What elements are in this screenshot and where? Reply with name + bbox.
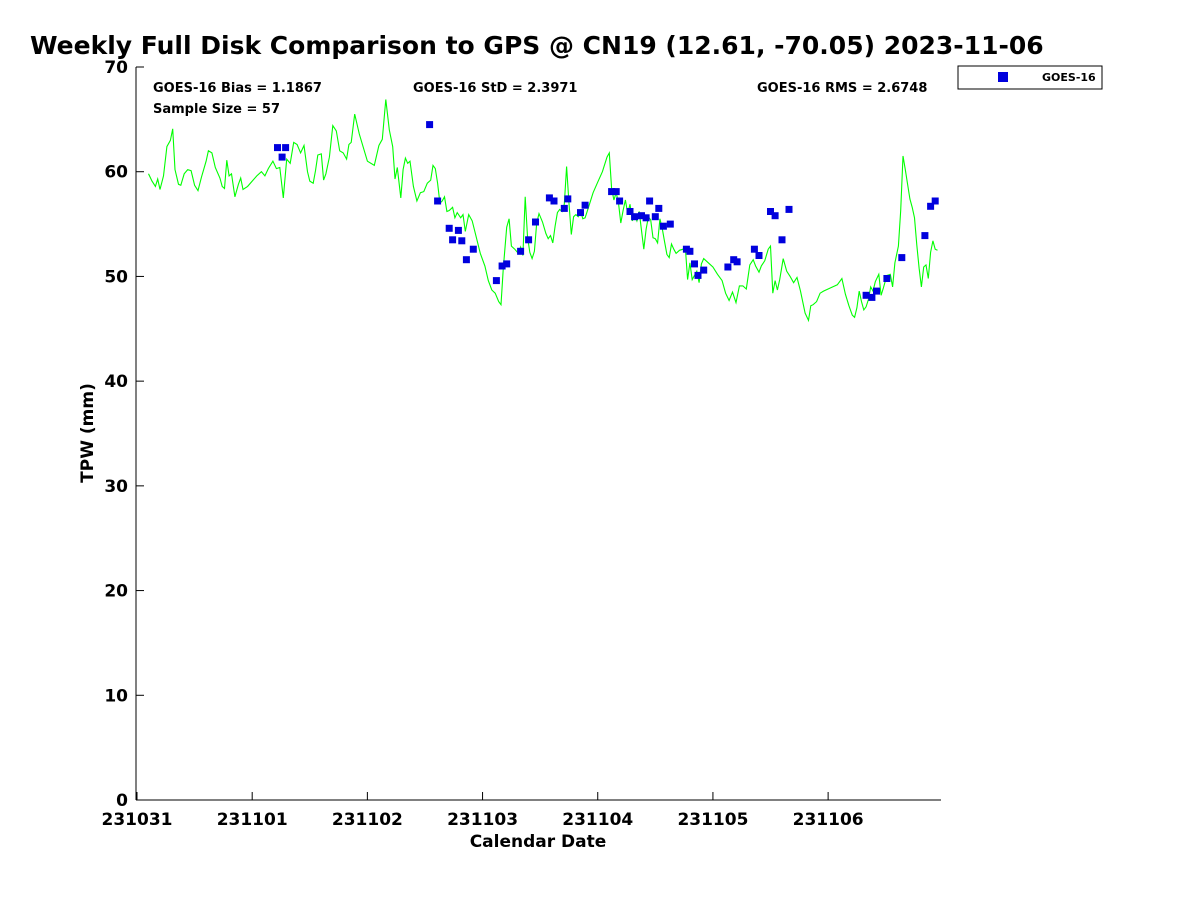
goes-16-point-37 — [691, 260, 698, 268]
goes-16-point-39 — [700, 266, 708, 274]
goes-16-point-14 — [517, 247, 525, 255]
x-tick-label-5: 231105 — [677, 810, 748, 830]
goes-16-point-45 — [767, 208, 774, 215]
goes-16-point-7 — [454, 226, 462, 234]
chart-title: Weekly Full Disk Comparison to GPS @ CN1… — [30, 31, 1044, 60]
goes-16-point-2 — [282, 144, 290, 152]
goes-16-point-5 — [445, 224, 453, 232]
goes-16-point-15 — [525, 236, 533, 244]
y-tick-label-1: 10 — [104, 686, 128, 706]
goes-16-point-52 — [883, 275, 891, 282]
goes-16-point-12 — [498, 262, 506, 270]
x-tick-label-1: 231101 — [217, 810, 288, 830]
y-tick-label-6: 60 — [104, 163, 128, 183]
goes-16-point-13 — [503, 260, 511, 268]
goes-16-point-27 — [631, 213, 639, 221]
goes-16-point-34 — [666, 220, 674, 228]
goes-16-point-30 — [646, 197, 654, 205]
x-tick-label-3: 231103 — [447, 810, 518, 830]
goes-16-point-25 — [616, 197, 624, 205]
legend: GOES-16 — [957, 65, 1103, 90]
goes-16-point-29 — [642, 214, 650, 222]
stat-std: GOES-16 StD = 2.3971 — [413, 81, 577, 96]
goes-16-point-44 — [755, 252, 763, 259]
goes-16-point-38 — [694, 271, 702, 279]
goes-16-point-50 — [868, 293, 876, 301]
goes-16-series — [274, 121, 939, 301]
y-tick-label-4: 40 — [104, 372, 128, 392]
goes-16-point-1 — [278, 153, 286, 161]
goes-16-point-0 — [274, 144, 281, 152]
goes-16-point-33 — [659, 222, 667, 230]
plot-area — [135, 67, 941, 801]
goes-16-point-49 — [862, 291, 870, 299]
goes-16-point-28 — [638, 212, 645, 220]
x-tick-label-4: 231104 — [562, 810, 633, 830]
y-tick-label-2: 20 — [104, 582, 128, 602]
goes-16-point-8 — [458, 237, 466, 245]
goes-16-point-6 — [449, 236, 457, 244]
goes-16-point-47 — [778, 236, 786, 244]
legend-marker-goes-16 — [998, 72, 1008, 82]
gps-series — [148, 99, 938, 323]
stat-rms: GOES-16 RMS = 2.6748 — [757, 81, 927, 96]
goes-16-point-17 — [545, 194, 553, 202]
goes-16-point-54 — [921, 232, 929, 240]
y-ticks: 0 10 20 30 40 50 60 70 — [104, 58, 144, 811]
goes-16-point-56 — [931, 197, 939, 205]
x-ticks: 231031 231101 231102 231103 231104 231105 2311… — [102, 792, 864, 830]
x-tick-label-2: 231102 — [332, 810, 403, 830]
goes-16-point-18 — [550, 197, 558, 205]
goes-16-point-21 — [577, 209, 584, 217]
goes-16-point-40 — [724, 263, 732, 271]
goes-16-point-32 — [655, 204, 663, 212]
x-tick-label-0: 231031 — [102, 810, 173, 830]
goes-16-point-10 — [469, 245, 477, 253]
goes-16-point-9 — [462, 256, 470, 264]
x-tick-label-6: 231106 — [793, 810, 864, 830]
y-tick-label-5: 50 — [104, 267, 128, 287]
goes-16-point-20 — [564, 195, 572, 203]
legend-label-goes-16: GOES-16 — [1042, 71, 1096, 84]
goes-16-point-55 — [927, 202, 935, 210]
goes-16-point-42 — [733, 258, 741, 266]
y-axis-label: TPW (mm) — [78, 383, 98, 483]
goes-16-point-51 — [873, 287, 880, 295]
legend-box — [957, 65, 1103, 90]
goes-16-point-43 — [750, 245, 758, 253]
goes-16-point-22 — [581, 201, 589, 209]
y-tick-label-3: 30 — [104, 477, 128, 497]
goes-16-point-11 — [492, 277, 500, 285]
goes-16-point-26 — [626, 208, 634, 215]
goes-16-point-19 — [560, 204, 568, 212]
stat-bias: GOES-16 Bias = 1.1867 — [153, 81, 322, 96]
gps-line — [148, 99, 938, 323]
goes-16-point-3 — [426, 121, 434, 129]
x-axis-label: Calendar Date — [470, 832, 607, 852]
y-tick-label-7: 70 — [104, 58, 128, 78]
goes-16-point-53 — [898, 254, 906, 262]
goes-16-point-48 — [785, 205, 793, 213]
goes-16-point-16 — [532, 218, 539, 226]
goes-16-point-24 — [612, 188, 620, 196]
stat-sample-size: Sample Size = 57 — [153, 102, 280, 117]
goes-16-point-23 — [608, 188, 616, 196]
goes-16-point-31 — [651, 213, 659, 221]
goes-16-point-46 — [771, 212, 779, 220]
y-tick-label-0: 0 — [116, 791, 128, 811]
goes-16-point-36 — [686, 247, 694, 255]
goes-16-point-4 — [434, 197, 442, 205]
